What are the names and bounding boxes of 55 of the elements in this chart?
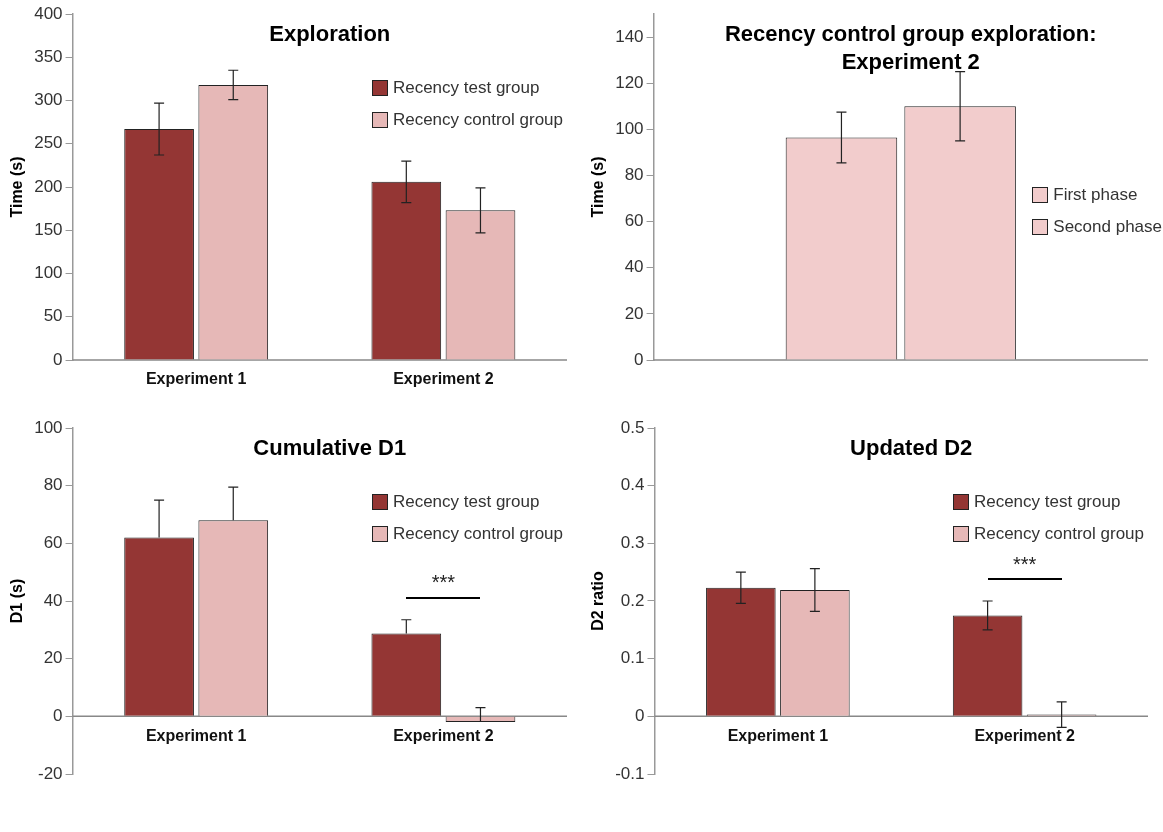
- y-tick-label: 80: [43, 475, 63, 495]
- y-tick-label: 250: [34, 133, 63, 153]
- y-axis-title: D1 (s): [8, 578, 26, 624]
- y-tick-label: 100: [34, 417, 63, 437]
- y-tick-label: 300: [34, 90, 63, 110]
- y-tick-label: 150: [34, 219, 63, 239]
- y-tick-label: 60: [43, 533, 63, 553]
- y-tick-label: 80: [624, 165, 644, 185]
- y-tick-label: 100: [34, 263, 63, 283]
- legend-label: Recency control group: [392, 524, 563, 544]
- legend-label: Recency control group: [973, 524, 1144, 544]
- y-tick-label: -0.1: [615, 763, 645, 783]
- x-tick-label: Experiment 1: [145, 726, 247, 744]
- y-axis-title: Time (s): [589, 156, 607, 218]
- x-tick-label: Experiment 1: [727, 726, 829, 744]
- y-tick-label: 0.2: [620, 590, 645, 610]
- y-tick-label: 0.3: [620, 533, 645, 553]
- y-tick-label: 100: [615, 119, 644, 139]
- legend-label: Recency test group: [392, 492, 540, 512]
- legend-label: Recency control group: [392, 110, 563, 130]
- y-tick-label: 400: [34, 3, 63, 23]
- x-tick-label: Experiment 2: [393, 370, 494, 388]
- y-tick-label: 0: [635, 706, 645, 726]
- chart-title: Cumulative D1: [252, 434, 408, 462]
- x-tick-label: Experiment 2: [393, 726, 494, 744]
- y-axis-title: Time (s): [8, 156, 26, 218]
- y-tick-label: 50: [43, 306, 63, 326]
- y-tick-label: 0.1: [620, 648, 645, 668]
- legend-label: First phase: [1053, 185, 1138, 205]
- x-tick-label: Experiment 2: [974, 726, 1075, 744]
- y-tick-label: 60: [624, 211, 644, 231]
- legend-label: Recency test group: [973, 492, 1121, 512]
- y-tick-label: 0: [53, 706, 63, 726]
- annotation: ***: [1012, 552, 1037, 575]
- y-tick-label: 40: [624, 257, 644, 277]
- y-tick-label: -20: [37, 763, 63, 783]
- y-tick-label: 0: [53, 349, 63, 369]
- y-tick-label: 140: [615, 26, 644, 46]
- y-axis-title: D2 ratio: [589, 570, 607, 631]
- legend-label: Recency test group: [392, 78, 540, 98]
- chart-title: Exploration: [268, 20, 392, 48]
- y-tick-label: 350: [34, 46, 63, 66]
- y-tick-label: 0.5: [620, 417, 645, 437]
- legend-label: Second phase: [1053, 217, 1162, 237]
- y-tick-label: 200: [34, 176, 63, 196]
- annotation: ***: [431, 571, 456, 594]
- y-tick-label: 120: [615, 72, 644, 92]
- chart-title: Updated D2: [849, 434, 974, 462]
- y-tick-label: 40: [43, 590, 63, 610]
- y-tick-label: 0.4: [620, 475, 645, 495]
- y-tick-label: 20: [624, 303, 644, 323]
- text: Recency control group exploration: Experiment 2: [723, 20, 1098, 76]
- x-tick-label: Experiment 1: [145, 370, 247, 388]
- y-tick-label: 0: [634, 349, 644, 369]
- y-tick-label: 20: [43, 648, 63, 668]
